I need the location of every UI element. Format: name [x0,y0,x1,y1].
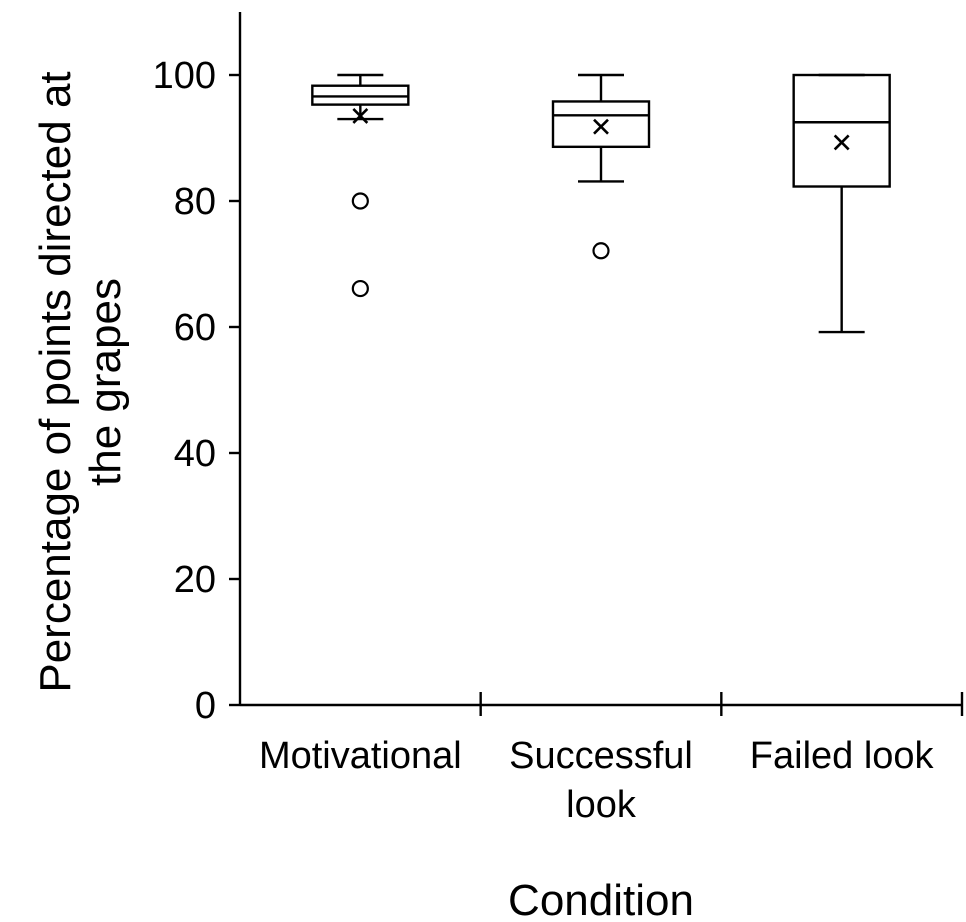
iqr-box [792,73,891,188]
outlier-point [351,279,369,298]
box-group [311,73,410,298]
iqr-box [551,100,651,149]
mean-marker [833,134,850,151]
axes [238,12,962,707]
box-group [792,73,891,334]
box-series [311,73,891,334]
x-category-label: Motivational [259,735,462,777]
y-tick-label: 40 [174,433,216,475]
outlier-point [592,242,610,260]
x-category-label: look [566,784,637,826]
mean-marker [593,118,609,135]
y-tick-label: 0 [195,685,216,727]
iqr-box [311,84,410,106]
box-group [551,73,651,260]
x-axis-ticks: Motivational Successful look Failed look [259,692,964,826]
y-axis-title-line: Percentage of points directed at [31,71,80,692]
y-axis-title: Percentage of points directed atthe grap… [31,71,130,692]
y-tick-label: 60 [174,307,216,349]
x-category-label: Successful [509,735,693,777]
y-tick-label: 100 [153,55,216,97]
y-axis-ticks: 0 20 40 60 80 100 [153,55,240,727]
y-tick-label: 20 [174,559,216,601]
outlier-point [351,192,369,210]
y-tick-label: 80 [174,181,216,223]
y-axis-title-line: the grapes [81,278,130,486]
x-category-label: Failed look [750,735,935,777]
mean-marker [352,108,369,124]
x-axis-title: Condition [508,876,694,922]
